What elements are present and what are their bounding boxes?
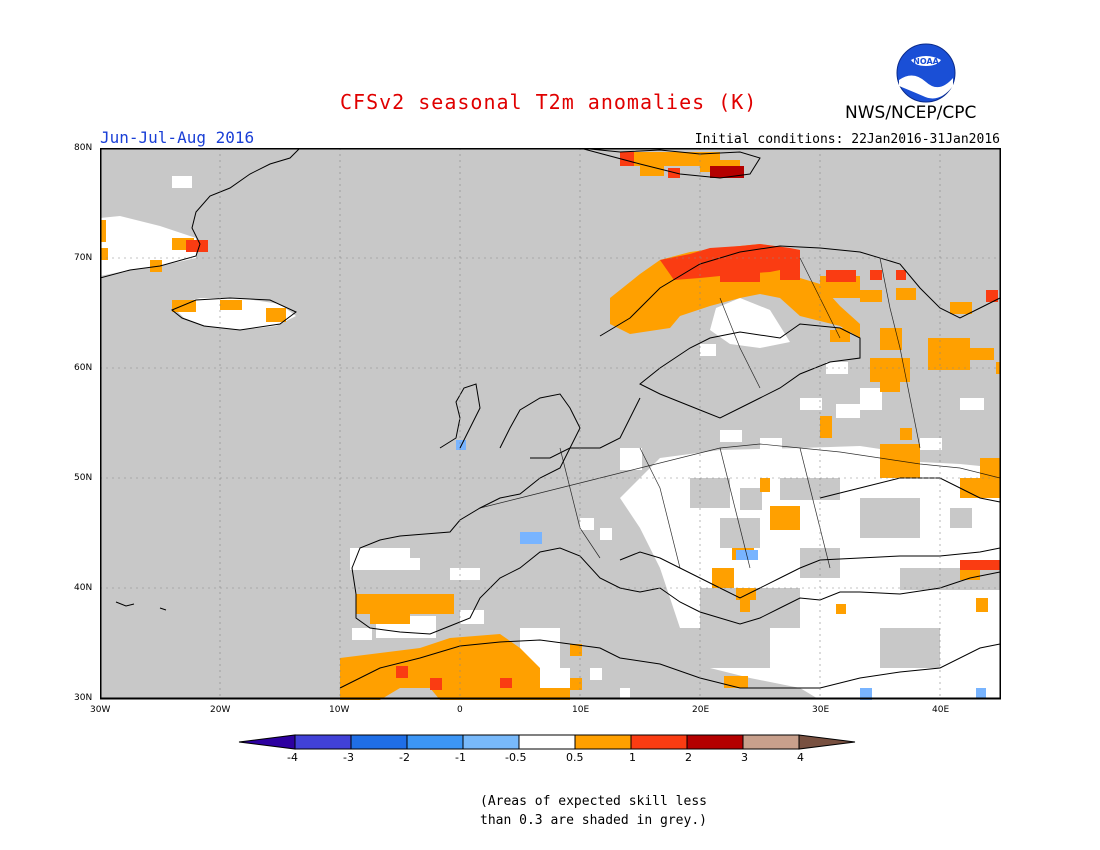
lat-tick: 70N xyxy=(74,253,93,263)
lat-tick: 40N xyxy=(74,583,93,593)
colorbar-segment xyxy=(350,734,408,750)
initial-conditions-label: Initial conditions: 22Jan2016-31Jan2016 xyxy=(694,132,1000,147)
colorbar-label: -3 xyxy=(343,751,354,764)
noaa-logo: NOAA xyxy=(893,42,959,108)
colorbar-label: 0.5 xyxy=(566,751,584,764)
colorbar-segment xyxy=(406,734,464,750)
svg-text:NOAA: NOAA xyxy=(913,57,939,66)
lat-tick: 50N xyxy=(74,473,93,483)
lon-tick: 10E xyxy=(572,705,590,715)
colorbar-segment xyxy=(294,734,352,750)
colorbar-segment xyxy=(574,734,632,750)
red-anomaly-regions xyxy=(186,152,1000,690)
season-label: Jun-Jul-Aug 2016 xyxy=(100,128,255,147)
lat-tick: 80N xyxy=(74,143,93,153)
colorbar-label: 4 xyxy=(797,751,804,764)
lon-tick: 10W xyxy=(329,705,350,715)
colorbar-segment xyxy=(518,734,576,750)
lon-tick: 30W xyxy=(90,705,111,715)
lon-tick: 20W xyxy=(210,705,231,715)
lon-tick: 30E xyxy=(812,705,830,715)
colorbar-label: -0.5 xyxy=(505,751,527,764)
skill-note: (Areas of expected skill less than 0.3 a… xyxy=(480,792,707,830)
chart-title: CFSv2 seasonal T2m anomalies (K) xyxy=(340,90,758,114)
skill-note-line2: than 0.3 are shaded in grey.) xyxy=(480,813,707,828)
lon-tick: 0 xyxy=(457,705,463,715)
country-borders xyxy=(479,257,1001,569)
colorbar-label: 3 xyxy=(741,751,748,764)
lat-tick: 60N xyxy=(74,363,93,373)
colorbar-label: 1 xyxy=(629,751,636,764)
colorbar-segment xyxy=(462,734,520,750)
org-label: NWS/NCEP/CPC xyxy=(845,103,977,123)
skill-note-line1: (Areas of expected skill less xyxy=(480,794,707,809)
colorbar-label: -1 xyxy=(455,751,466,764)
colorbar-segment xyxy=(686,734,744,750)
colorbar-end-low xyxy=(238,734,296,750)
anomaly-map xyxy=(100,148,1001,700)
colorbar-label: 2 xyxy=(685,751,692,764)
lat-tick: 30N xyxy=(74,693,93,703)
map-frame xyxy=(100,148,1001,700)
colorbar-label: -2 xyxy=(399,751,410,764)
lon-tick: 20E xyxy=(692,705,710,715)
graticule xyxy=(100,148,1000,698)
dark-red-anomaly-regions xyxy=(710,166,744,178)
colorbar-label: -4 xyxy=(287,751,298,764)
colorbar-segment xyxy=(742,734,800,750)
lon-tick: 40E xyxy=(932,705,950,715)
colorbar-end-high xyxy=(798,734,856,750)
colorbar xyxy=(238,734,856,750)
colorbar-segment xyxy=(630,734,688,750)
